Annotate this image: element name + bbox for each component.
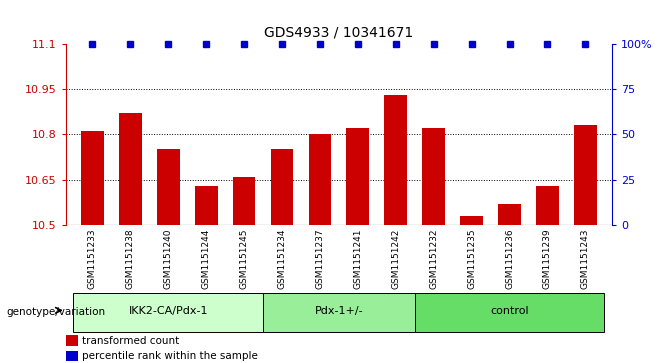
Text: GSM1151241: GSM1151241 [353,228,363,289]
Text: GSM1151235: GSM1151235 [467,228,476,289]
Text: control: control [490,306,529,316]
Text: genotype/variation: genotype/variation [7,307,106,317]
Bar [347,128,369,225]
Text: GSM1151245: GSM1151245 [240,228,249,289]
Text: percentile rank within the sample: percentile rank within the sample [82,351,258,361]
Title: GDS4933 / 10341671: GDS4933 / 10341671 [265,26,413,40]
Text: GSM1151238: GSM1151238 [126,228,135,289]
Bar [195,186,218,225]
Text: IKK2-CA/Pdx-1: IKK2-CA/Pdx-1 [128,306,208,316]
Bar [460,216,483,225]
Bar [233,177,255,225]
Text: GSM1151234: GSM1151234 [278,228,286,289]
Bar [422,128,445,225]
Text: Pdx-1+/-: Pdx-1+/- [315,306,363,316]
Bar [66,335,78,346]
Text: GSM1151233: GSM1151233 [88,228,97,289]
Text: GSM1151237: GSM1151237 [315,228,324,289]
Text: GSM1151242: GSM1151242 [392,228,400,289]
Bar [415,293,604,332]
Bar [309,134,331,225]
Text: GSM1151236: GSM1151236 [505,228,514,289]
Bar [263,293,415,332]
Bar [157,150,180,225]
Bar [119,113,141,225]
Bar [66,351,78,362]
Text: GSM1151243: GSM1151243 [581,228,590,289]
Bar [498,204,521,225]
Bar [574,125,597,225]
Bar [74,293,263,332]
Bar [81,131,104,225]
Text: GSM1151232: GSM1151232 [429,228,438,289]
Text: GSM1151240: GSM1151240 [164,228,172,289]
Text: transformed count: transformed count [82,336,180,346]
Bar [536,186,559,225]
Text: GSM1151244: GSM1151244 [201,228,211,289]
Bar [384,95,407,225]
Text: GSM1151239: GSM1151239 [543,228,552,289]
Bar [270,150,293,225]
